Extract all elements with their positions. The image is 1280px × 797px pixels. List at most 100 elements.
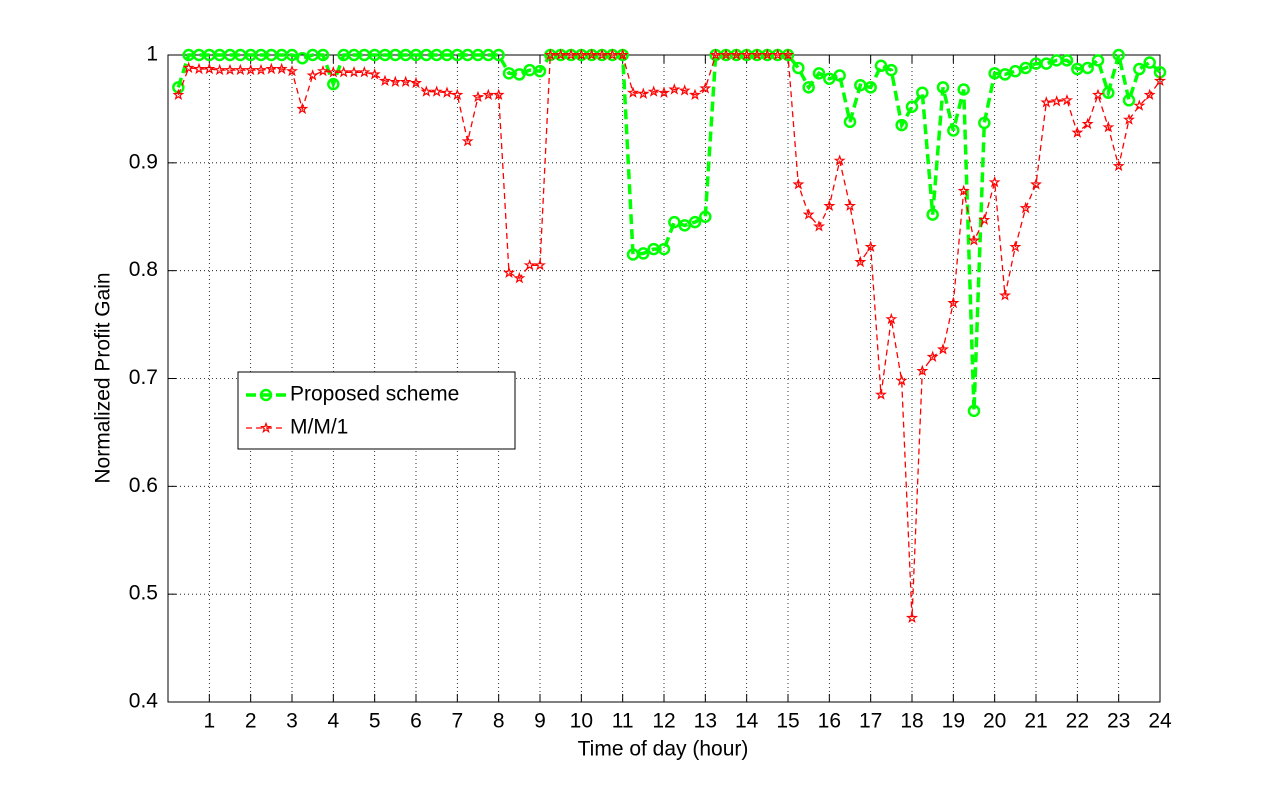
marker: [792, 178, 805, 190]
marker: [843, 199, 857, 212]
x-tick-label: 11: [612, 710, 634, 733]
marker: [368, 68, 381, 80]
marker: [565, 48, 577, 61]
marker: [1081, 61, 1094, 75]
marker: [337, 65, 350, 78]
marker: [203, 62, 216, 75]
marker: [885, 312, 898, 325]
marker: [1040, 96, 1053, 108]
marker: [533, 64, 547, 78]
marker: [285, 64, 299, 77]
marker: [306, 69, 319, 81]
x-tick-label: 9: [534, 710, 546, 733]
marker: [492, 48, 505, 62]
marker: [533, 259, 547, 271]
x-tick-label: 1: [203, 710, 215, 733]
marker: [905, 100, 919, 114]
marker: [843, 115, 857, 129]
marker: [1019, 61, 1032, 75]
marker: [771, 48, 784, 61]
marker: [678, 84, 691, 96]
marker: [1060, 54, 1074, 67]
x-tick-label: 23: [1107, 710, 1130, 733]
marker: [482, 88, 495, 100]
marker: [451, 88, 464, 100]
marker: [802, 208, 815, 220]
legend-marker: [259, 388, 273, 402]
marker: [244, 63, 257, 76]
marker: [740, 48, 753, 61]
marker: [1153, 74, 1167, 86]
marker: [978, 116, 991, 130]
x-tick-label: 4: [327, 710, 339, 733]
marker: [523, 258, 536, 271]
marker: [440, 86, 454, 98]
marker: [812, 220, 826, 232]
marker: [957, 83, 970, 96]
marker: [172, 81, 185, 94]
x-tick-label: 15: [776, 710, 799, 733]
x-tick-label: 20: [983, 710, 1006, 733]
marker: [234, 63, 247, 76]
legend: Proposed scheme M/M/1: [237, 371, 516, 450]
marker: [316, 64, 330, 77]
marker: [782, 48, 794, 61]
marker: [1122, 94, 1136, 107]
marker: [513, 271, 526, 284]
marker: [895, 118, 908, 132]
legend-label: M/M/1: [290, 416, 348, 439]
marker: [823, 199, 836, 212]
marker: [792, 61, 805, 75]
marker: [926, 350, 939, 363]
marker: [885, 63, 898, 77]
marker: [502, 266, 516, 279]
x-axis-label: Time of day (hour): [578, 738, 749, 761]
marker: [998, 289, 1012, 301]
marker: [730, 48, 743, 61]
y-tick-label: 1: [146, 43, 158, 66]
marker: [213, 63, 226, 76]
x-tick-label: 2: [245, 710, 257, 733]
marker: [802, 81, 815, 94]
x-tick-label: 7: [451, 710, 463, 733]
x-tick-label: 14: [735, 710, 759, 733]
legend-label: Proposed scheme: [290, 383, 459, 406]
marker: [1143, 88, 1156, 100]
marker: [657, 86, 671, 98]
marker: [967, 404, 981, 418]
marker: [596, 48, 608, 61]
marker: [916, 86, 929, 99]
marker: [296, 102, 309, 115]
marker: [637, 247, 650, 260]
x-tick-label: 3: [286, 710, 298, 733]
marker: [657, 242, 671, 256]
x-tick-label: 13: [694, 710, 717, 733]
marker: [1050, 95, 1063, 107]
marker: [492, 88, 505, 100]
marker: [544, 48, 557, 61]
marker: [936, 81, 950, 94]
x-tick-label: 12: [652, 710, 675, 733]
x-tick-label: 10: [570, 710, 593, 733]
y-tick-label: 0.5: [129, 582, 158, 605]
marker: [1019, 201, 1032, 214]
marker: [967, 234, 981, 246]
y-tick-label: 0.9: [129, 150, 158, 173]
marker: [420, 85, 433, 97]
marker: [761, 48, 774, 61]
marker: [936, 343, 950, 355]
marker: [905, 611, 919, 623]
x-tick-label: 21: [1024, 710, 1047, 733]
marker: [275, 62, 288, 75]
marker: [513, 68, 526, 81]
marker: [916, 364, 929, 377]
marker: [864, 81, 877, 94]
marker: [957, 184, 970, 196]
marker: [399, 75, 412, 88]
marker: [647, 85, 660, 97]
marker: [988, 175, 1001, 188]
legend-box: [237, 371, 516, 450]
x-tick-label: 5: [369, 710, 381, 733]
marker: [316, 48, 330, 62]
marker: [378, 74, 392, 86]
